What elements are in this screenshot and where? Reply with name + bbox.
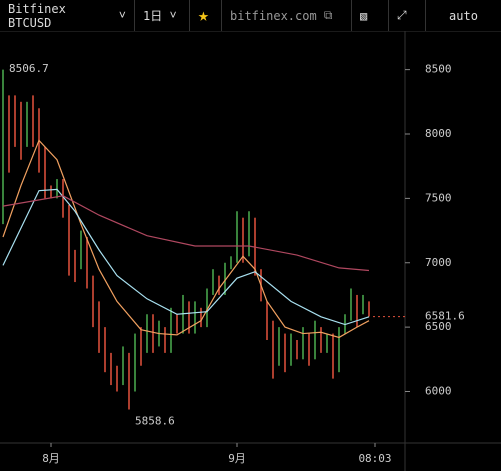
interval: 1日 bbox=[143, 9, 163, 23]
moving-average bbox=[2, 139, 370, 339]
moving-average bbox=[2, 188, 370, 326]
y-tick-label: 7000 bbox=[425, 256, 452, 269]
x-tick-label: 9月 bbox=[228, 452, 246, 465]
site-link[interactable]: bitfinex.com ⧉ bbox=[222, 0, 352, 31]
y-tick-label: 8500 bbox=[425, 63, 452, 76]
y-tick-label: 8000 bbox=[425, 127, 452, 140]
price-annotation: 5858.6 bbox=[135, 415, 175, 428]
site: bitfinex.com bbox=[230, 8, 317, 23]
y-tick-label: 7500 bbox=[425, 191, 452, 204]
chart: 6000 6500 7000 7500 8000 8500 8月 9月 08:03 8506.7 5… bbox=[0, 31, 501, 471]
symbol-select[interactable]: Bitfinex BTCUSD ˅ bbox=[0, 0, 135, 31]
price-annotation: 8506.7 bbox=[9, 62, 49, 75]
y-tick-label: 6500 bbox=[425, 320, 452, 333]
favorite-button[interactable]: ★ bbox=[190, 0, 222, 31]
last-price-label: 6581.6 bbox=[425, 310, 465, 323]
indicator-button[interactable]: ▧ bbox=[352, 0, 389, 31]
symbol: Bitfinex BTCUSD bbox=[8, 1, 66, 30]
scale-mode[interactable]: auto bbox=[426, 0, 501, 31]
scale: auto bbox=[449, 8, 478, 23]
interval-select[interactable]: 1日 ˅ bbox=[135, 0, 190, 31]
moving-average bbox=[2, 195, 370, 272]
x-tick-label: 08:03 bbox=[358, 452, 391, 465]
y-tick-label: 6000 bbox=[425, 385, 452, 398]
x-tick-label: 8月 bbox=[42, 452, 60, 465]
fullscreen-button[interactable]: ⤢ bbox=[389, 0, 426, 31]
